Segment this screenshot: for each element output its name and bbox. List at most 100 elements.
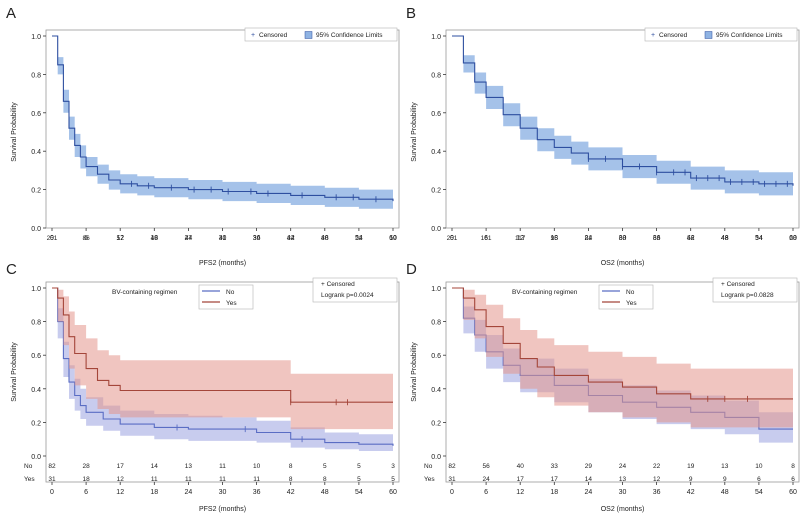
x-tick-label: 54: [355, 489, 363, 496]
x-tick-label: 30: [219, 489, 227, 496]
x-tick-label: 0: [50, 489, 54, 496]
x-tick-label: 12: [116, 489, 124, 496]
x-tick-label: 54: [755, 235, 763, 242]
at-risk-value: 6: [757, 476, 761, 483]
at-risk-value: 14: [151, 463, 159, 470]
at-risk-value: 8: [289, 463, 293, 470]
x-axis-label: OS2 (months): [601, 506, 645, 513]
x-tick-label: 36: [653, 489, 661, 496]
x-tick-label: 30: [619, 235, 627, 242]
at-risk-value: 11: [219, 463, 226, 470]
at-risk-value: 17: [117, 463, 125, 470]
x-tick-label: 12: [116, 235, 124, 242]
legend-ci-swatch: [704, 31, 713, 39]
at-risk-value: 24: [482, 476, 490, 483]
x-tick-label: 48: [721, 235, 729, 242]
legend-box: [244, 27, 398, 42]
legend-title: BV-containing regimen: [112, 289, 178, 296]
km-curve-survival: [52, 35, 394, 202]
at-risk-value: 30: [321, 235, 329, 242]
x-tick-label: 24: [585, 235, 593, 242]
x-tick-label: 18: [550, 489, 558, 496]
ci-band-yes: [52, 288, 393, 430]
panel-letter: C: [6, 261, 17, 278]
x-tick-label: 60: [389, 489, 397, 496]
at-risk-value: 57: [117, 235, 125, 242]
x-tick-label: 60: [789, 235, 797, 242]
x-tick-label: 12: [516, 489, 524, 496]
at-risk-value: 5: [357, 463, 361, 470]
y-tick-label: 0.6: [431, 353, 441, 360]
at-risk-value: 24: [619, 463, 627, 470]
at-risk-value: 14: [585, 476, 593, 483]
at-risk-value: 41: [219, 235, 227, 242]
y-tick-label: 0.0: [31, 454, 41, 461]
y-tick-label: 0.2: [31, 188, 41, 195]
at-risk-value: 22: [355, 235, 363, 242]
legend-no: No: [226, 289, 235, 296]
at-risk-value: 82: [448, 463, 456, 470]
y-tick-label: 0.6: [431, 111, 441, 118]
y-axis-label: Survival Probability: [11, 342, 18, 402]
x-tick-label: 54: [355, 235, 363, 242]
at-risk-value: 10: [253, 463, 261, 470]
x-tick-label: 6: [84, 235, 88, 242]
at-risk-value: 31: [48, 476, 56, 483]
at-risk-value: 19: [687, 463, 695, 470]
y-axis-label: Survival Probability: [11, 102, 18, 162]
x-axis-label: PFS2 (months): [199, 506, 246, 513]
at-risk-value: 11: [219, 476, 226, 483]
legend-yes: Yes: [626, 300, 637, 307]
at-risk-label: Yes: [24, 476, 35, 483]
at-risk-value: 12: [653, 476, 661, 483]
y-tick-label: 0.8: [31, 72, 41, 79]
panel-letter: D: [406, 261, 417, 278]
legend-box: [198, 284, 254, 310]
ci-band-survival: [52, 36, 393, 211]
at-risk-value: 34: [755, 235, 763, 242]
at-risk-value: 11: [151, 476, 158, 483]
legend-censor-marker: +: [651, 32, 655, 39]
y-tick-label: 0.2: [31, 420, 41, 427]
legend-box: [598, 284, 654, 310]
x-axis-label: OS2 (months): [601, 260, 645, 267]
panel-a: A 0.0 0.2 0.4 0.6 0.8 1.0 Survival Probability 0…: [6, 5, 400, 267]
at-risk-value: 82: [585, 235, 593, 242]
y-tick-label: 1.0: [431, 286, 441, 293]
x-tick-label: 6: [484, 235, 488, 242]
panel-c: C 0.0 0.2 0.4 0.6 0.8 1.0 Survival Probability 0…: [6, 261, 400, 513]
censored-note: + Censored: [321, 281, 355, 288]
y-axis-label: Survival Probability: [411, 102, 418, 162]
at-risk-value: 29: [585, 463, 593, 470]
legend-title: BV-containing regimen: [512, 289, 578, 296]
logrank-p: Logrank p=0.0828: [721, 292, 774, 299]
logrank-p: Logrank p=0.0024: [321, 292, 374, 299]
x-tick-label: 12: [516, 235, 524, 242]
x-tick-label: 18: [150, 489, 158, 496]
x-tick-label: 18: [550, 235, 558, 242]
legend-no: No: [626, 289, 635, 296]
at-risk-value: 68: [619, 235, 627, 242]
x-tick-label: 60: [789, 489, 797, 496]
at-risk-value: 161: [481, 235, 492, 242]
at-risk-value: 18: [82, 476, 90, 483]
x-tick-label: 36: [253, 489, 261, 496]
y-tick-label: 0.4: [431, 387, 441, 394]
at-risk-value: 47: [185, 235, 193, 242]
legend-ci-swatch: [304, 31, 313, 39]
at-risk-value: 12: [117, 476, 125, 483]
x-tick-label: 48: [721, 489, 729, 496]
y-tick-label: 0.4: [431, 149, 441, 156]
y-tick-label: 0.8: [31, 320, 41, 327]
ci-band-survival: [452, 36, 793, 198]
km-curve-survival: [452, 35, 794, 186]
at-risk-value: 19: [389, 235, 397, 242]
x-tick-label: 42: [287, 235, 295, 242]
x-tick-label: 30: [219, 235, 227, 242]
annotation-box: [712, 277, 798, 303]
y-tick-label: 0.4: [31, 387, 41, 394]
at-risk-value: 82: [48, 463, 56, 470]
at-risk-value: 49: [151, 235, 159, 242]
at-risk-value: 17: [517, 476, 525, 483]
